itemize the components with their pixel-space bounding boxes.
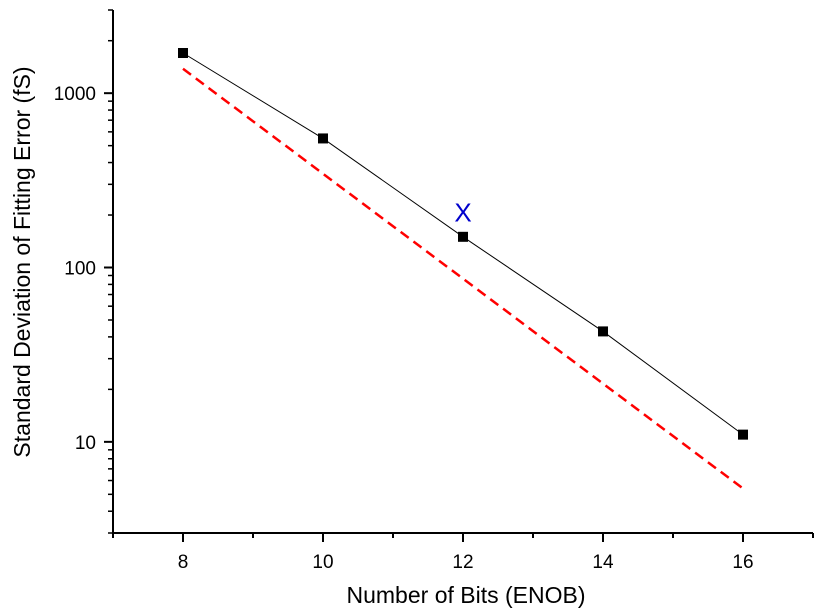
- data-point: [318, 133, 328, 144]
- tick-labels: 8 10 12 14 16 10 100 1000: [54, 84, 754, 573]
- x-tick-label: 8: [178, 552, 189, 573]
- measured-line: [182, 52, 744, 436]
- plot-lines: [182, 52, 744, 490]
- data-point: [178, 48, 188, 59]
- x-tick-label: 16: [732, 552, 753, 573]
- x-axis-label: Number of Bits (ENOB): [347, 582, 586, 608]
- data-point: [598, 326, 608, 337]
- plot-marks: X: [178, 48, 748, 440]
- x-tick-label: 14: [592, 552, 614, 573]
- axes: [104, 9, 814, 542]
- y-tick-label: 10: [75, 433, 96, 454]
- data-point: [738, 429, 748, 440]
- y-axis-label: Standard Deviation of Fitting Error (fS): [9, 66, 35, 457]
- x-tick-label: 12: [452, 552, 473, 573]
- x-tick-label: 10: [312, 552, 333, 573]
- x-marker: X: [454, 197, 471, 227]
- y-tick-label: 100: [64, 259, 96, 280]
- y-tick-label: 1000: [54, 84, 96, 105]
- data-point: [458, 231, 468, 242]
- theoretical-dashed-line: [182, 67, 744, 490]
